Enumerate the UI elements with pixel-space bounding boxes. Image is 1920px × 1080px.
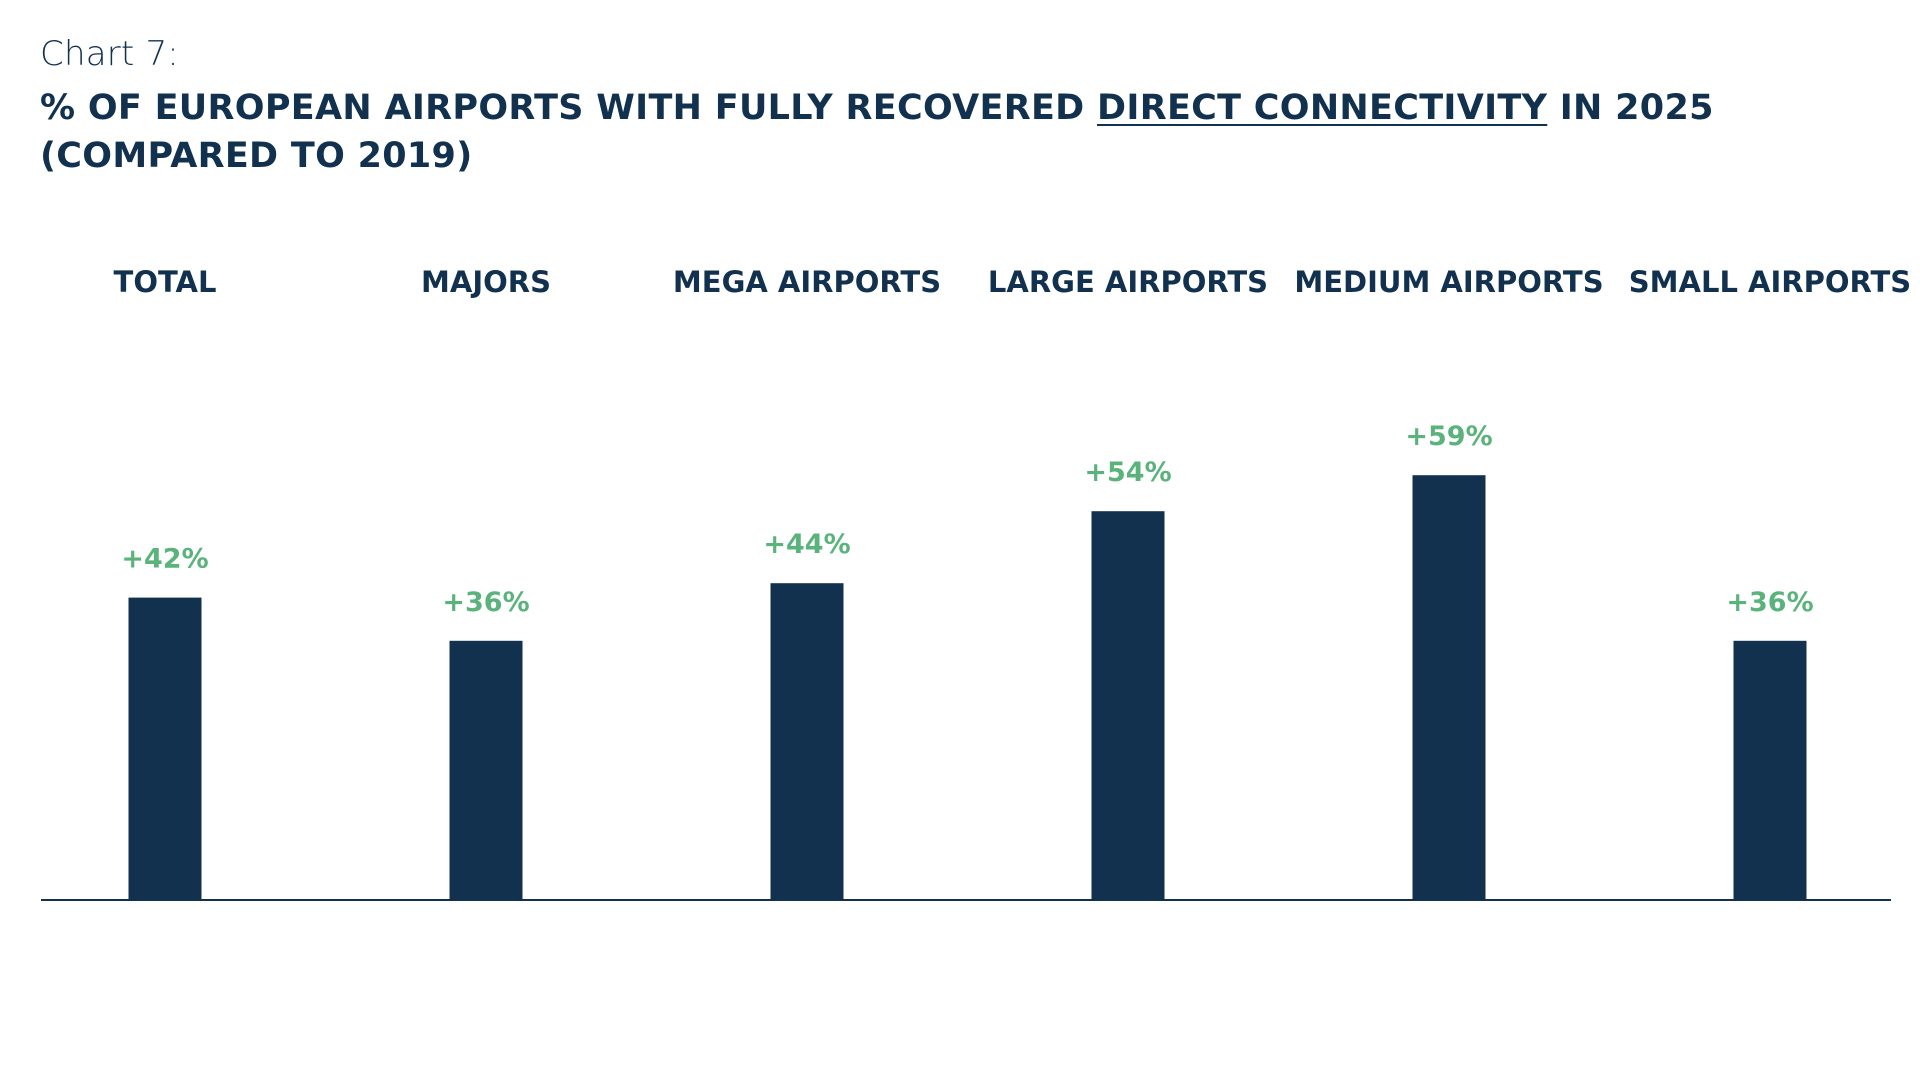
- title-text-underlined: DIRECT CONNECTIVITY: [1097, 88, 1548, 128]
- bar-mega-airports: [770, 583, 844, 900]
- category-label-small-airports: SMALL AIRPORTS: [1629, 265, 1911, 299]
- data-label-large-airports: +54%: [1084, 457, 1171, 488]
- category-label-majors: MAJORS: [421, 265, 551, 299]
- bar-small-airports: [1733, 640, 1807, 900]
- bar-medium-airports: [1412, 475, 1486, 900]
- data-label-total: +42%: [121, 544, 208, 575]
- title-text-part2: IN 2025: [1547, 88, 1714, 128]
- category-label-medium-airports: MEDIUM AIRPORTS: [1294, 265, 1603, 299]
- category-label-large-airports: LARGE AIRPORTS: [988, 265, 1268, 299]
- category-label-total: TOTAL: [114, 265, 217, 299]
- chart-number: Chart 7:: [40, 34, 179, 74]
- title-text-part1: % OF EUROPEAN AIRPORTS WITH FULLY RECOVE…: [40, 88, 1098, 128]
- data-label-majors: +36%: [442, 587, 529, 618]
- data-label-small-airports: +36%: [1726, 587, 1813, 618]
- data-label-mega-airports: +44%: [763, 529, 850, 560]
- chart-title: % OF EUROPEAN AIRPORTS WITH FULLY RECOVE…: [40, 84, 1760, 180]
- title-text-line2: (COMPARED TO 2019): [40, 136, 473, 176]
- bar-total: [128, 597, 202, 900]
- bar-majors: [449, 640, 523, 900]
- category-label-mega-airports: MEGA AIRPORTS: [673, 265, 941, 299]
- bar-large-airports: [1091, 511, 1165, 900]
- data-label-medium-airports: +59%: [1405, 421, 1492, 452]
